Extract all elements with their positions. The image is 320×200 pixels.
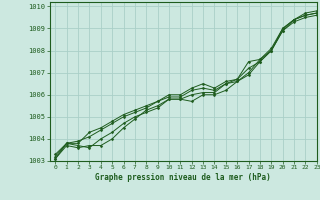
X-axis label: Graphe pression niveau de la mer (hPa): Graphe pression niveau de la mer (hPa) <box>95 173 271 182</box>
